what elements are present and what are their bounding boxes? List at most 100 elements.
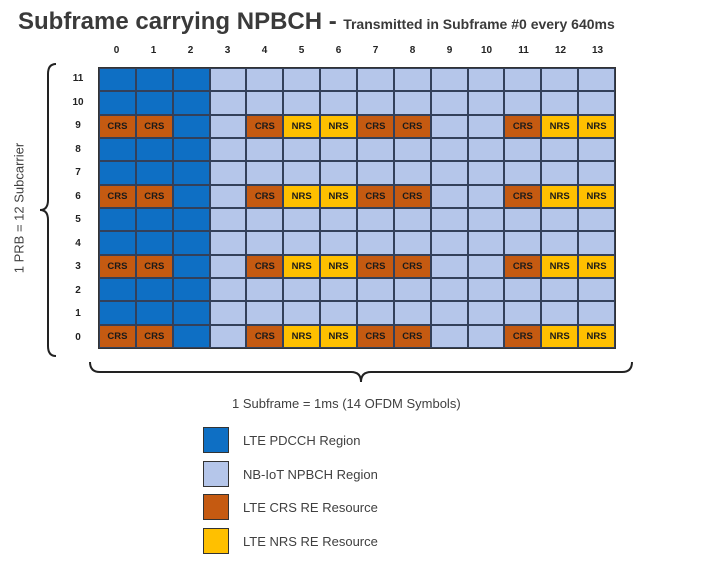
resource-element-pdcch xyxy=(99,91,136,115)
resource-element-npbch xyxy=(320,208,357,232)
subcarrier-label-1: 1 xyxy=(75,308,81,319)
subcarrier-label-4: 4 xyxy=(75,237,81,249)
resource-element-npbch xyxy=(467,161,505,185)
resource-element-npbch xyxy=(393,91,431,115)
resource-element-npbch xyxy=(209,184,247,208)
subcarrier-label-7: 7 xyxy=(75,167,81,178)
resource-element-nrs: NRS xyxy=(578,184,615,208)
resource-element-npbch xyxy=(467,254,505,278)
resource-element-npbch xyxy=(504,278,542,302)
resource-element-npbch xyxy=(467,184,505,208)
resource-element-crs: CRS xyxy=(246,184,284,208)
bottom-brace-icon xyxy=(89,361,633,383)
legend-swatch xyxy=(203,527,229,554)
resource-element-pdcch xyxy=(99,161,136,185)
subcarrier-label-11: 11 xyxy=(72,73,84,84)
resource-element-npbch xyxy=(430,91,468,115)
resource-element-crs: CRS xyxy=(246,114,284,138)
resource-element-nrs: NRS xyxy=(578,254,615,278)
resource-element-npbch xyxy=(430,278,468,302)
resource-element-npbch xyxy=(283,301,321,325)
title-subtitle: Transmitted in Subframe #0 every 640ms xyxy=(343,16,615,32)
resource-element-pdcch xyxy=(172,231,210,255)
symbol-label-11: 11 xyxy=(518,45,529,56)
resource-element-npbch xyxy=(504,68,542,92)
resource-element-npbch xyxy=(504,208,542,232)
resource-element-crs: CRS xyxy=(99,254,136,278)
resource-element-crs: CRS xyxy=(135,254,173,278)
subcarrier-label-6: 6 xyxy=(75,190,81,202)
resource-element-npbch xyxy=(541,301,579,325)
resource-element-npbch xyxy=(578,231,615,255)
resource-element-npbch xyxy=(393,208,431,232)
title-main: Subframe carrying NPBCH - xyxy=(18,8,337,35)
symbol-label-4: 4 xyxy=(261,45,268,56)
resource-element-npbch xyxy=(578,138,615,162)
resource-element-npbch xyxy=(393,278,431,302)
resource-element-crs: CRS xyxy=(393,254,431,278)
resource-element-pdcch xyxy=(99,231,136,255)
resource-element-crs: CRS xyxy=(393,184,431,208)
resource-element-npbch xyxy=(209,161,247,185)
resource-element-npbch xyxy=(246,91,284,115)
resource-element-npbch xyxy=(246,161,284,185)
resource-element-npbch xyxy=(430,301,468,325)
subcarrier-index-labels: 11 10 9 8 7 6 5 4 3 2 1 0 xyxy=(64,67,92,349)
resource-element-npbch xyxy=(467,301,505,325)
resource-element-pdcch xyxy=(172,324,210,348)
resource-element-npbch xyxy=(209,231,247,255)
resource-element-npbch xyxy=(209,91,247,115)
resource-element-npbch xyxy=(393,68,431,92)
resource-element-npbch xyxy=(283,231,321,255)
resource-element-npbch xyxy=(246,278,284,302)
resource-element-crs: CRS xyxy=(99,324,136,348)
resource-grid: CRS CRS CRS NRS NRS CRS CRS CRS NRS NRS CRS CRS CRS N… xyxy=(98,67,616,349)
resource-element-pdcch xyxy=(172,114,210,138)
subcarrier-label-2: 2 xyxy=(75,284,81,296)
resource-element-npbch xyxy=(209,278,247,302)
left-brace-icon xyxy=(39,63,57,357)
resource-element-npbch xyxy=(430,231,468,255)
legend-swatch xyxy=(203,460,229,487)
resource-element-npbch xyxy=(246,301,284,325)
y-axis-label: 1 PRB = 12 Subcarrier xyxy=(11,142,27,274)
resource-element-npbch xyxy=(430,208,468,232)
legend-label: LTE NRS RE Resource xyxy=(243,533,378,549)
legend-label: LTE PDCCH Region xyxy=(243,433,361,448)
resource-element-crs: CRS xyxy=(135,324,173,348)
resource-element-npbch xyxy=(430,184,468,208)
legend-swatch xyxy=(203,494,229,520)
resource-element-pdcch xyxy=(135,278,173,302)
resource-element-crs: CRS xyxy=(99,114,136,138)
resource-element-crs: CRS xyxy=(393,324,431,348)
legend-label: NB-IoT NPBCH Region xyxy=(243,466,378,482)
symbol-label-1: 1 xyxy=(150,45,157,56)
resource-element-npbch xyxy=(504,231,542,255)
resource-element-crs: CRS xyxy=(504,184,542,208)
resource-element-npbch xyxy=(578,91,615,115)
resource-element-npbch xyxy=(357,161,394,185)
resource-element-pdcch xyxy=(172,254,210,278)
resource-element-npbch xyxy=(357,138,394,162)
resource-element-crs: CRS xyxy=(246,324,284,348)
resource-element-nrs: NRS xyxy=(320,114,357,138)
resource-element-npbch xyxy=(246,68,284,92)
resource-element-nrs: NRS xyxy=(320,254,357,278)
resource-element-pdcch xyxy=(135,301,173,325)
resource-element-npbch xyxy=(467,324,505,348)
resource-element-pdcch xyxy=(99,138,136,162)
resource-element-pdcch xyxy=(172,278,210,302)
resource-element-crs: CRS xyxy=(393,114,431,138)
symbol-label-12: 12 xyxy=(554,45,567,56)
resource-element-pdcch xyxy=(172,208,210,232)
resource-element-nrs: NRS xyxy=(283,114,321,138)
resource-element-nrs: NRS xyxy=(283,324,321,348)
resource-element-pdcch xyxy=(135,161,173,185)
resource-element-nrs: NRS xyxy=(541,324,579,348)
resource-element-npbch xyxy=(430,68,468,92)
legend-label: LTE CRS RE Resource xyxy=(243,500,378,515)
symbol-label-10: 10 xyxy=(480,45,493,56)
resource-element-pdcch xyxy=(135,138,173,162)
resource-element-pdcch xyxy=(99,301,136,325)
resource-element-pdcch xyxy=(172,301,210,325)
